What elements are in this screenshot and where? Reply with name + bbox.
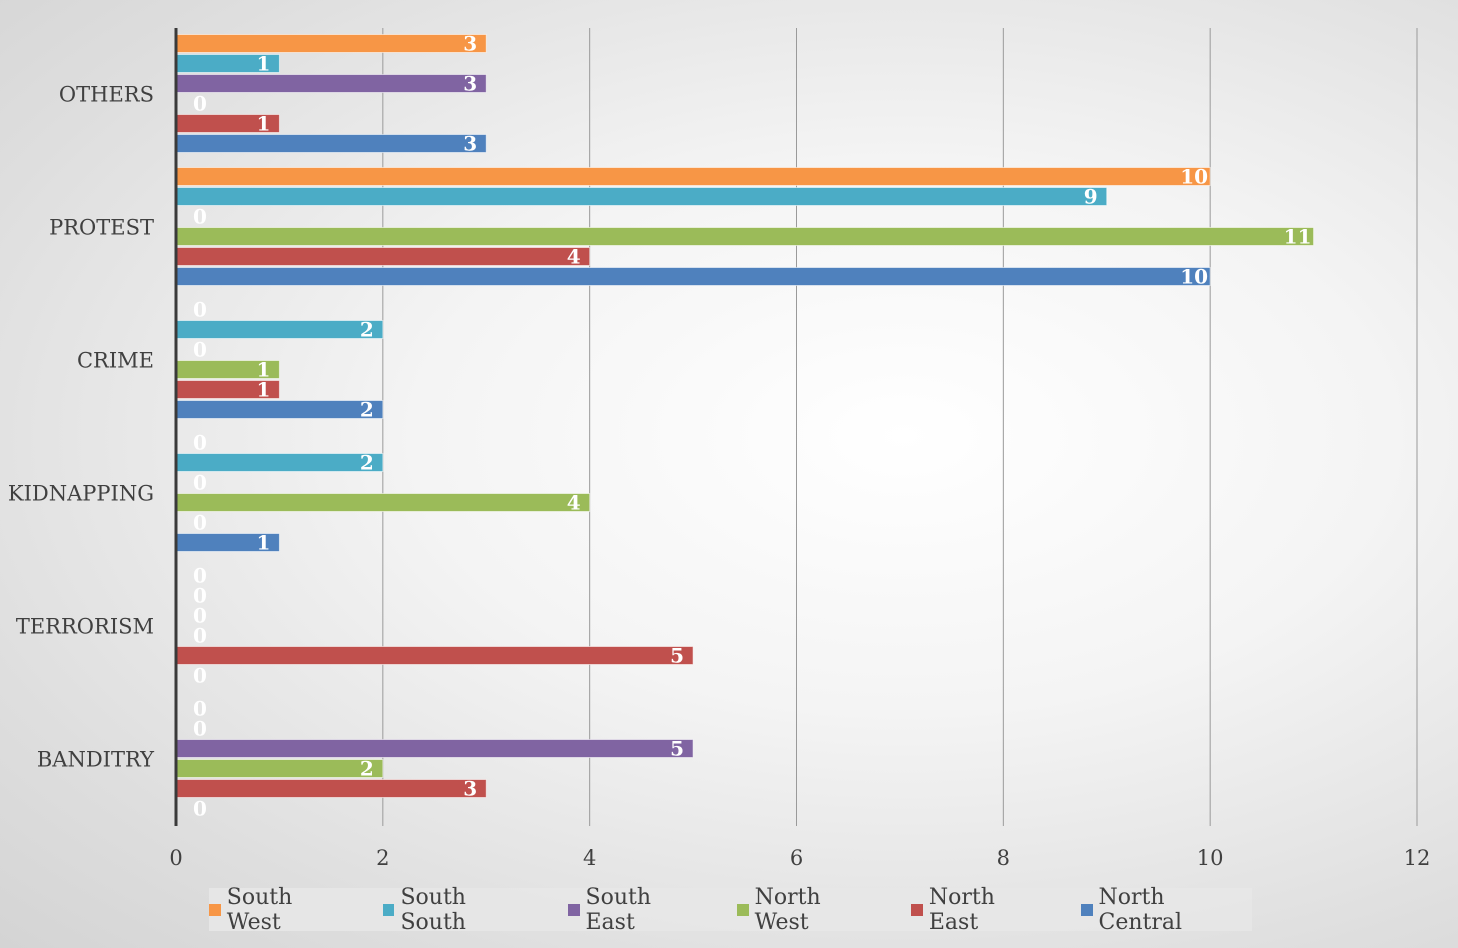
legend-item: South South — [382, 884, 536, 935]
data-label: 1 — [256, 112, 270, 136]
bar — [175, 134, 487, 153]
data-label: 0 — [193, 797, 207, 821]
legend-swatch — [209, 903, 221, 916]
bar — [175, 74, 487, 93]
bar — [175, 227, 1315, 246]
data-label: 0 — [193, 664, 207, 688]
data-label: 0 — [193, 431, 207, 455]
bar — [175, 267, 1211, 286]
category-label: BANDITRY — [37, 748, 155, 772]
legend-item: South East — [567, 884, 705, 935]
legend-label: North Central — [1098, 884, 1183, 935]
x-tick-label: 2 — [376, 846, 389, 870]
legend-swatch — [911, 903, 923, 916]
data-label: 5 — [670, 737, 684, 761]
legend-label: South East — [585, 884, 652, 935]
legend-item: South West — [209, 885, 351, 935]
data-label: 1 — [256, 378, 270, 402]
data-label: 2 — [360, 451, 374, 475]
data-label: 5 — [670, 644, 684, 668]
bar — [175, 34, 487, 53]
bar — [175, 646, 694, 665]
bar — [175, 400, 384, 419]
data-label: 0 — [193, 624, 207, 648]
x-tick-label: 8 — [997, 846, 1010, 870]
legend: South West South South South East North Wes… — [209, 885, 1252, 935]
legend-item: North East — [911, 885, 1049, 935]
data-label: 0 — [193, 298, 207, 322]
data-label: 1 — [256, 358, 270, 382]
data-label: 0 — [193, 205, 207, 229]
bar — [175, 493, 591, 512]
legend-label: South West — [226, 884, 293, 935]
data-label: 10 — [1180, 165, 1208, 189]
data-label: 0 — [193, 697, 207, 721]
data-label: 0 — [193, 584, 207, 608]
data-label: 0 — [193, 564, 207, 588]
data-label: 2 — [360, 398, 374, 422]
data-label: 0 — [193, 92, 207, 116]
bar — [175, 759, 384, 778]
data-label: 0 — [193, 471, 207, 495]
data-label: 3 — [463, 132, 477, 156]
x-tick-label: 6 — [790, 846, 803, 870]
bar — [175, 739, 694, 758]
data-label: 0 — [193, 338, 207, 362]
data-label: 2 — [360, 757, 374, 781]
legend-label: North East — [928, 884, 995, 935]
x-tick-label: 0 — [169, 846, 182, 870]
category-label: TERRORISM — [16, 615, 154, 639]
legend-swatch — [382, 903, 395, 916]
x-tick-label: 4 — [583, 846, 596, 870]
legend-label: North West — [754, 884, 821, 935]
category-label: PROTEST — [49, 216, 154, 240]
bar — [175, 247, 591, 266]
data-label: 1 — [256, 52, 270, 76]
data-label: 0 — [193, 604, 207, 628]
data-label: 0 — [193, 511, 207, 535]
legend-item: North Central — [1080, 884, 1252, 935]
data-label: 0 — [193, 717, 207, 741]
data-label: 1 — [256, 531, 270, 555]
category-label: OTHERS — [59, 83, 154, 107]
legend-swatch — [736, 903, 749, 916]
data-label: 3 — [463, 72, 477, 96]
bar — [175, 167, 1211, 186]
data-label: 4 — [567, 491, 581, 515]
bar — [175, 453, 384, 472]
category-label: KIDNAPPING — [8, 482, 154, 506]
data-label: 3 — [463, 777, 477, 801]
data-label: 11 — [1284, 225, 1312, 249]
legend-item: North West — [736, 884, 879, 935]
legend-swatch — [567, 903, 580, 916]
data-label: 10 — [1180, 265, 1208, 289]
legend-label: South South — [400, 884, 466, 935]
bar — [175, 320, 384, 339]
bar — [175, 187, 1108, 206]
data-label: 9 — [1084, 185, 1098, 209]
data-label: 2 — [360, 318, 374, 342]
data-label: 4 — [567, 245, 581, 269]
category-label: CRIME — [77, 349, 154, 373]
legend-swatch — [1080, 903, 1093, 916]
x-tick-label: 10 — [1197, 846, 1224, 870]
data-label: 3 — [463, 32, 477, 56]
x-tick-label: 12 — [1404, 846, 1431, 870]
bar — [175, 779, 487, 798]
